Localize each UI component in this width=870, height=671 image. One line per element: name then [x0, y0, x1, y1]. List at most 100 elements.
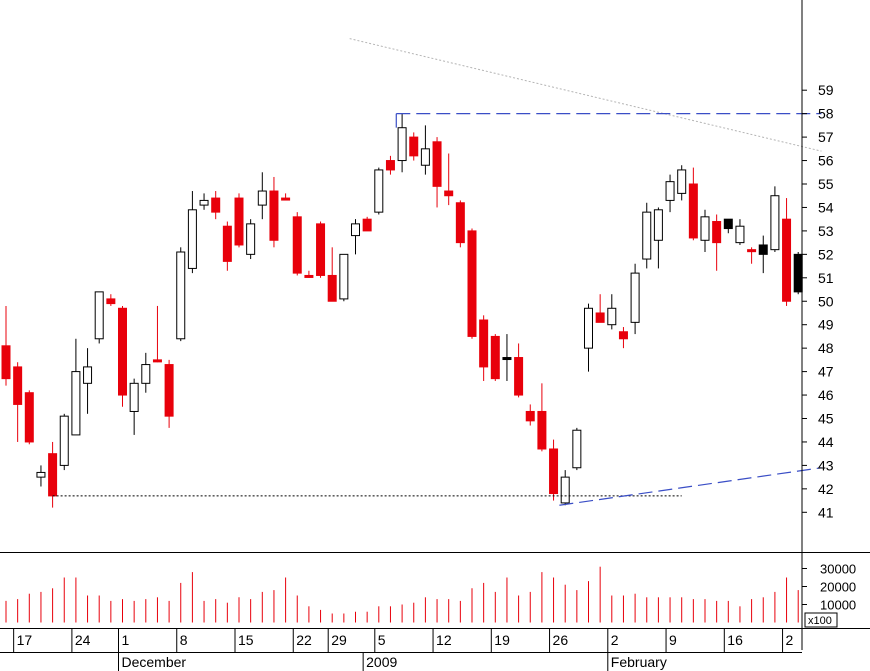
price-tick-label: 45 [818, 411, 834, 427]
candle-body [782, 218, 792, 302]
candle [490, 334, 500, 381]
candle [444, 153, 454, 206]
day-tick-label: 1 [122, 632, 130, 648]
candle-body [677, 169, 687, 194]
price-tick-label: 56 [818, 153, 834, 169]
candle [187, 191, 197, 274]
candle-body [59, 415, 69, 466]
candle-body [688, 183, 698, 239]
candle-body [502, 357, 512, 361]
month-label: February [611, 654, 667, 670]
candle-body [246, 223, 256, 255]
candle-body [467, 230, 477, 337]
candle [13, 362, 23, 442]
candle [630, 263, 640, 335]
day-tick-label: 29 [331, 632, 347, 648]
candle [304, 270, 314, 278]
candle-body [409, 136, 419, 157]
candle [269, 176, 279, 248]
day-tick-label: 12 [436, 632, 452, 648]
candle-body [723, 218, 733, 230]
candle-body [432, 141, 442, 187]
candle-body [316, 223, 326, 276]
candle-body [83, 366, 93, 384]
candle-body [444, 190, 454, 197]
candle [723, 218, 733, 234]
candle [700, 209, 710, 253]
candle [409, 132, 419, 161]
candle-body [758, 244, 768, 255]
day-tick-label: 19 [494, 632, 510, 648]
day-tick-label: 8 [180, 632, 188, 648]
candle [607, 294, 617, 330]
candle [560, 470, 570, 506]
candle-body [420, 148, 430, 166]
day-tick-label: 17 [17, 632, 33, 648]
price-tick-label: 59 [818, 82, 834, 98]
candle-body [1, 345, 11, 380]
price-tick-label: 41 [818, 504, 834, 520]
candle [362, 216, 372, 232]
candle [24, 390, 34, 445]
volume-series [5, 566, 799, 623]
candle-body [118, 307, 127, 396]
price-tick-label: 48 [818, 340, 834, 356]
candle-body [770, 195, 780, 251]
candle [234, 193, 244, 248]
candle [537, 383, 547, 452]
candle-body [700, 216, 710, 241]
candle [735, 219, 745, 245]
annotation-trend-dashed [559, 467, 822, 506]
volume-unit-box [804, 612, 838, 628]
candle-body [281, 197, 291, 201]
candle-body [36, 471, 46, 478]
candle [385, 155, 395, 175]
candle [549, 439, 559, 501]
candle [176, 247, 186, 342]
candle-body [222, 225, 232, 262]
volume-axis: x100 10000 20000 30000 [802, 562, 856, 628]
candle [479, 315, 489, 381]
candle-body [339, 253, 349, 300]
candle [199, 193, 209, 210]
candle [327, 247, 337, 302]
candle [712, 214, 722, 271]
candle-body [374, 169, 384, 213]
volume-tick-label: 10000 [820, 598, 856, 613]
day-tick-label: 16 [727, 632, 743, 648]
candle [770, 186, 780, 253]
price-tick-label: 51 [818, 270, 834, 286]
price-tick-label: 57 [818, 129, 834, 145]
candle-body [642, 211, 652, 260]
price-tick-label: 54 [818, 199, 834, 215]
candle-body [549, 448, 559, 495]
candle [793, 252, 803, 295]
candle [653, 207, 663, 269]
candle-body [152, 359, 162, 363]
candle [59, 413, 69, 471]
price-tick-label: 46 [818, 387, 834, 403]
annotation-trend-dotted-gray [349, 38, 822, 152]
candle [420, 125, 430, 175]
candle-body [106, 298, 116, 305]
candle-body [164, 364, 174, 417]
day-tick-label: 9 [669, 632, 677, 648]
candle-body [455, 202, 465, 244]
chart-frame [0, 0, 870, 653]
candle [572, 427, 582, 471]
candle-body [572, 429, 582, 469]
candle [397, 113, 407, 173]
candle [129, 378, 139, 435]
candle-body [176, 251, 186, 340]
candle-body [479, 319, 489, 368]
price-tick-label: 50 [818, 293, 834, 309]
candle-body [327, 274, 337, 302]
candle-body [141, 364, 151, 384]
candle [152, 305, 162, 363]
candle-body [514, 357, 524, 396]
candle-body [584, 307, 593, 349]
candle-body [48, 453, 58, 497]
candle-body [362, 218, 372, 232]
candle-body [735, 225, 745, 244]
